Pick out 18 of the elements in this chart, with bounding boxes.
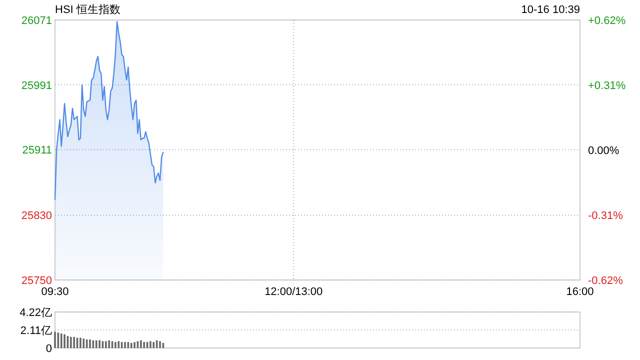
y-tick-label: 25830 <box>21 210 52 222</box>
y-tick-label: 2.11亿 <box>20 325 52 337</box>
y2-tick-label: -0.31% <box>588 210 624 222</box>
y-tick-label: 0 <box>46 343 52 355</box>
y-tick-label: 26071 <box>21 15 52 27</box>
x-tick-label: 12:00/13:00 <box>264 286 323 298</box>
y-tick-label: 25911 <box>22 144 52 157</box>
y2-tick-label: +0.31% <box>588 80 626 92</box>
chart-title: HSI 恒生指数 <box>55 3 120 16</box>
y-tick-label: 4.22亿 <box>20 307 52 319</box>
y-tick-label: 25991 <box>21 80 52 92</box>
x-tick-label: 09:30 <box>41 286 69 298</box>
y2-tick-label: +0.62% <box>588 15 626 27</box>
x-tick-label: 16:00 <box>566 286 594 298</box>
text: 10-16 10:39 <box>521 4 580 16</box>
y-tick-label: 25750 <box>21 275 52 287</box>
y2-tick-label: -0.62% <box>588 275 624 287</box>
y2-tick-label: 0.00% <box>588 145 620 157</box>
